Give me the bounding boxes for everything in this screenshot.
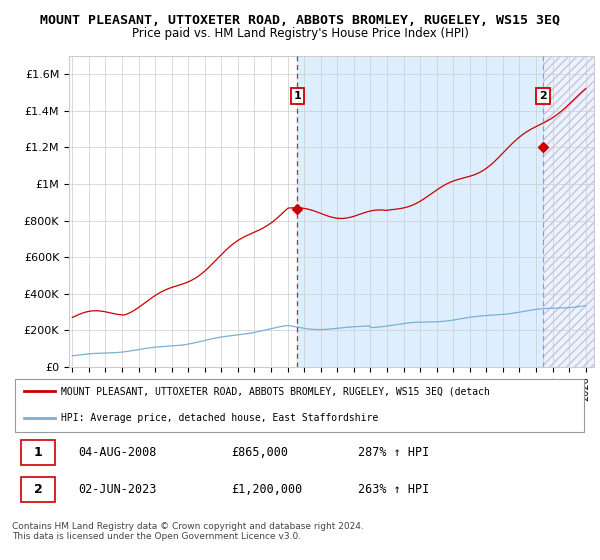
Text: MOUNT PLEASANT, UTTOXETER ROAD, ABBOTS BROMLEY, RUGELEY, WS15 3EQ: MOUNT PLEASANT, UTTOXETER ROAD, ABBOTS B…: [40, 14, 560, 27]
Text: 1: 1: [34, 446, 42, 459]
Text: 1: 1: [293, 91, 301, 101]
Text: 263% ↑ HPI: 263% ↑ HPI: [358, 483, 429, 496]
Text: Contains HM Land Registry data © Crown copyright and database right 2024.
This d: Contains HM Land Registry data © Crown c…: [12, 522, 364, 542]
Text: £865,000: £865,000: [231, 446, 288, 459]
FancyBboxPatch shape: [20, 440, 55, 465]
Text: 04-AUG-2008: 04-AUG-2008: [78, 446, 157, 459]
FancyBboxPatch shape: [20, 477, 55, 502]
FancyBboxPatch shape: [15, 379, 584, 432]
Text: Price paid vs. HM Land Registry's House Price Index (HPI): Price paid vs. HM Land Registry's House …: [131, 27, 469, 40]
Text: £1,200,000: £1,200,000: [231, 483, 302, 496]
Bar: [297, 56, 543, 367]
Text: MOUNT PLEASANT, UTTOXETER ROAD, ABBOTS BROMLEY, RUGELEY, WS15 3EQ (detach: MOUNT PLEASANT, UTTOXETER ROAD, ABBOTS B…: [61, 386, 490, 396]
Text: 2: 2: [34, 483, 42, 496]
Text: 2: 2: [539, 91, 547, 101]
Text: 02-JUN-2023: 02-JUN-2023: [78, 483, 157, 496]
Text: 287% ↑ HPI: 287% ↑ HPI: [358, 446, 429, 459]
Text: HPI: Average price, detached house, East Staffordshire: HPI: Average price, detached house, East…: [61, 413, 378, 423]
